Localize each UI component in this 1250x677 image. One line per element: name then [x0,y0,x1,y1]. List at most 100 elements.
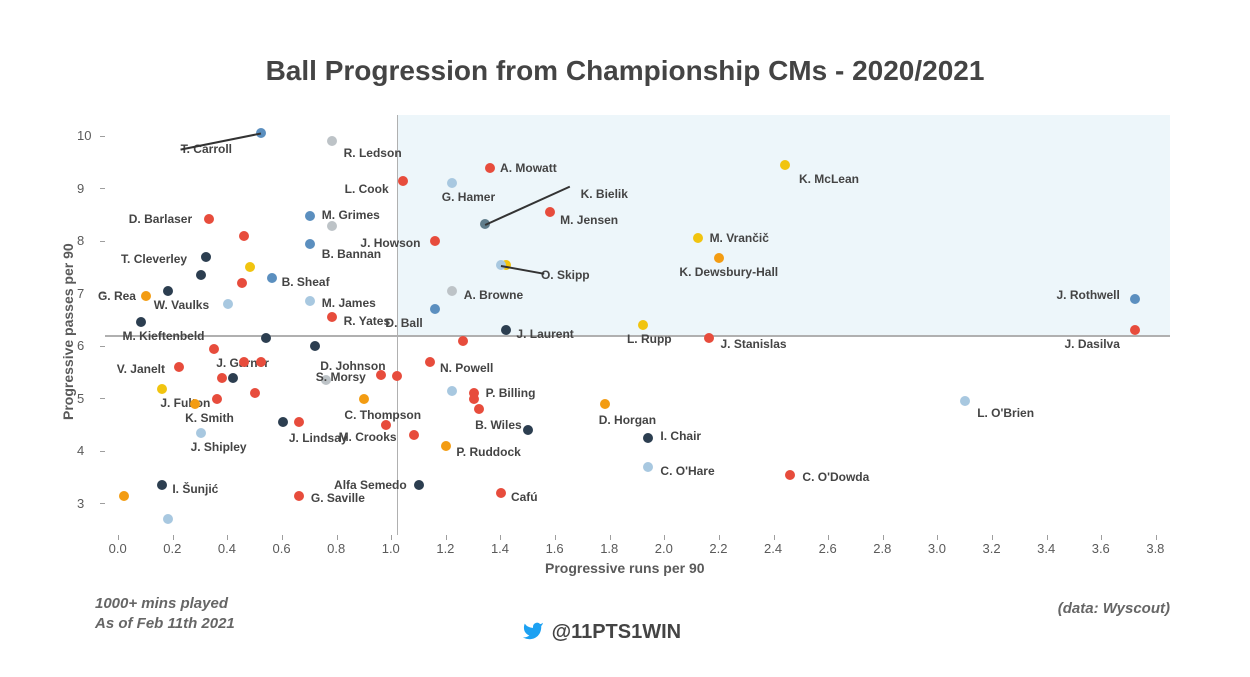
data-point [376,370,386,380]
data-point [267,273,277,283]
data-point [305,239,315,249]
highlight-quadrant [397,115,1170,336]
ytick [100,398,105,399]
xtick [719,535,720,540]
data-point [600,399,610,409]
point-label: B. Wiles [475,418,522,432]
xtick-label: 2.4 [764,541,782,556]
xtick [337,535,338,540]
ytick [100,188,105,189]
data-point [643,462,653,472]
xtick [828,535,829,540]
xtick [446,535,447,540]
ytick [100,136,105,137]
data-point [704,333,714,343]
xtick-label: 3.0 [928,541,946,556]
xtick-label: 1.0 [382,541,400,556]
data-point [545,207,555,217]
data-point [327,136,337,146]
xtick [282,535,283,540]
point-label: N. Powell [440,361,493,375]
xtick [937,535,938,540]
point-label: S. Morsy [316,370,366,384]
twitter-icon [520,620,546,642]
data-point [157,480,167,490]
point-label: I. Šunjić [172,482,218,496]
data-point [398,176,408,186]
xtick [173,535,174,540]
point-label: K. Smith [185,411,234,425]
point-label: J. Rothwell [1057,288,1120,302]
data-point [305,211,315,221]
xtick [1101,535,1102,540]
data-point [256,357,266,367]
data-point [430,304,440,314]
data-point [163,514,173,524]
xtick [500,535,501,540]
data-point [196,270,206,280]
point-label: M. Crooks [339,430,397,444]
point-label: I. Chair [660,429,701,443]
data-point [190,399,200,409]
data-point [212,394,222,404]
xtick [1047,535,1048,540]
data-point [119,491,129,501]
data-point [381,420,391,430]
point-label: O. Skipp [541,268,590,282]
ytick-label: 4 [77,443,84,458]
point-label: J. Howson [360,236,420,250]
point-label: Cafú [511,490,538,504]
ytick [100,503,105,504]
xtick-label: 0.0 [109,541,127,556]
ytick-label: 5 [77,391,84,406]
point-label: G. Saville [311,491,365,505]
data-point [638,320,648,330]
data-point [196,428,206,438]
data-point [693,233,703,243]
ytick-label: 3 [77,496,84,511]
point-label: R. Ledson [344,146,402,160]
xtick-label: 2.8 [873,541,891,556]
xtick [227,535,228,540]
point-label: V. Janelt [117,362,165,376]
ytick-label: 8 [77,233,84,248]
ytick [100,346,105,347]
data-point [960,396,970,406]
point-label: M. Kieftenbeld [123,329,205,343]
data-point [501,325,511,335]
data-point [458,336,468,346]
xtick [118,535,119,540]
point-label: C. Thompson [344,408,421,422]
data-point [523,425,533,435]
xtick [555,535,556,540]
xtick-label: 0.8 [327,541,345,556]
footer-left-1: 1000+ mins played [95,595,228,612]
xtick-label: 2.6 [819,541,837,556]
data-point [223,299,233,309]
xtick [610,535,611,540]
data-point [209,344,219,354]
xtick-label: 0.4 [218,541,236,556]
xtick [774,535,775,540]
point-label: J. Dasilva [1065,337,1120,351]
ytick-label: 6 [77,338,84,353]
ytick [100,451,105,452]
twitter-handle-text: @11PTS1WIN [552,621,682,643]
data-point [217,373,227,383]
data-point [163,286,173,296]
data-point [294,491,304,501]
xtick [1156,535,1157,540]
data-point [714,253,724,263]
data-point [245,262,255,272]
point-label: T. Cleverley [121,252,187,266]
point-label: K. Dewsbury-Hall [679,265,778,279]
point-label: L. O'Brien [977,406,1034,420]
data-point [310,341,320,351]
xtick-label: 1.6 [546,541,564,556]
data-point [474,404,484,414]
point-label: M. Jensen [560,213,618,227]
data-point [1130,294,1140,304]
data-point [425,357,435,367]
data-point [785,470,795,480]
point-label: C. O'Hare [660,464,714,478]
